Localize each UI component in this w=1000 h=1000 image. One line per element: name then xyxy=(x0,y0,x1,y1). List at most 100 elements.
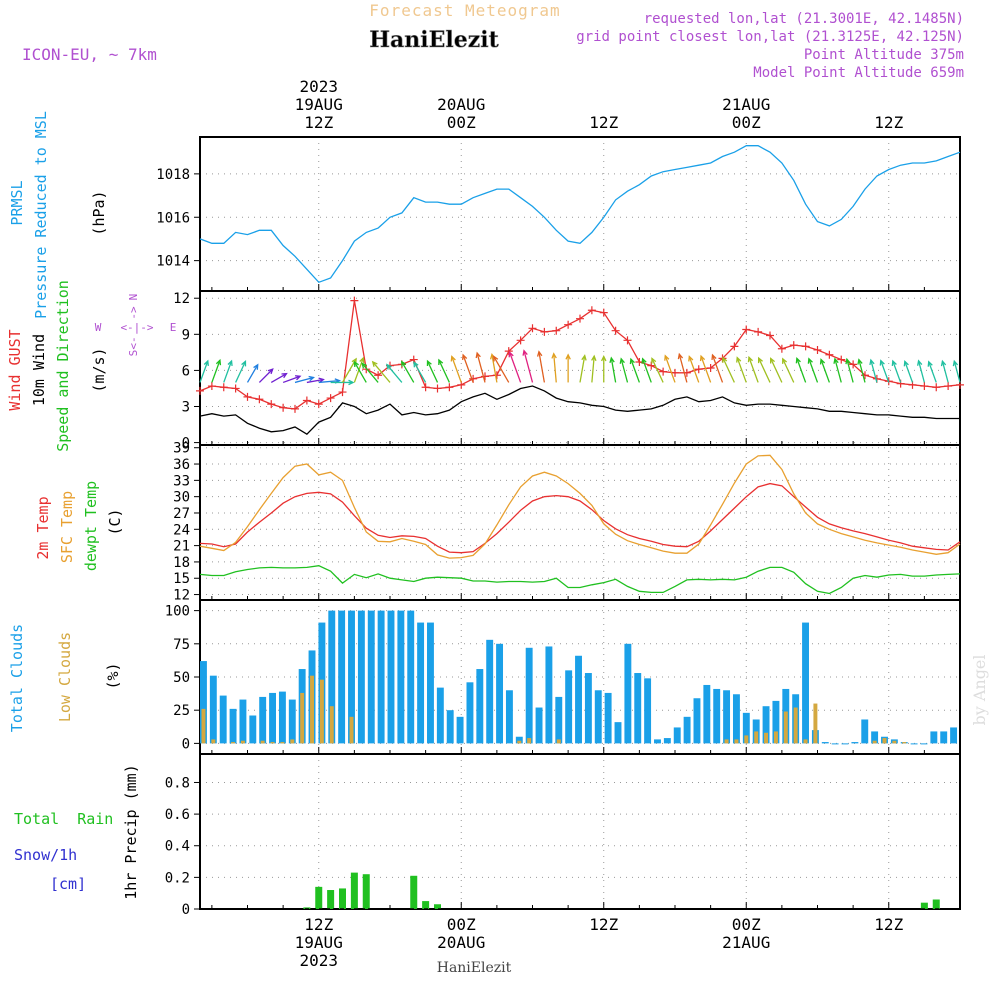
total-cloud-bar xyxy=(249,715,257,744)
wind-arrow xyxy=(330,379,355,386)
temp-unit: (C) xyxy=(106,508,124,535)
low-cloud-bar xyxy=(329,706,334,744)
rain-bar xyxy=(315,886,323,909)
gust-marker xyxy=(932,383,941,392)
wind-arrow xyxy=(641,357,652,383)
temp-dewpt-label: dewpt Temp xyxy=(82,481,100,571)
wind-arrow xyxy=(736,356,747,383)
wind-arrow xyxy=(927,360,937,383)
wind-arrow-head xyxy=(747,355,753,363)
total-cloud-bar xyxy=(427,622,434,744)
total-cloud-bar xyxy=(446,710,454,744)
y-tick-label: 50 xyxy=(173,670,190,686)
wind-arrow-head xyxy=(318,377,325,383)
gust-marker xyxy=(338,388,347,397)
low-cloud-bar xyxy=(201,708,206,744)
low-cloud-bar xyxy=(556,739,561,744)
time-label: 12Z xyxy=(589,113,618,132)
total-cloud-bar xyxy=(654,739,661,744)
gust-marker xyxy=(326,394,335,403)
wind-arrow xyxy=(450,355,462,383)
total-cloud-bar xyxy=(683,716,691,744)
wind-arrow-shaft xyxy=(688,356,700,383)
total-cloud-bar xyxy=(348,610,355,744)
total-cloud-bar xyxy=(259,696,267,744)
wind-arrow-head xyxy=(903,359,909,367)
wind-arrow xyxy=(371,360,391,383)
y-tick-label: 15 xyxy=(173,571,190,587)
y-tick-label: 6 xyxy=(182,363,190,379)
y-tick-label: 0.4 xyxy=(165,839,190,855)
total-cloud-bar xyxy=(703,684,711,744)
wind-arrow-shaft xyxy=(796,358,807,383)
wind-arrow-shaft xyxy=(199,360,209,383)
wind-arrow-shaft xyxy=(462,354,474,383)
wind-arrow xyxy=(722,356,735,383)
wind-arrow-shaft xyxy=(678,354,688,383)
wind-arrow-head xyxy=(450,355,456,362)
wind-arrow-shaft xyxy=(401,361,415,383)
wind-arrow-shaft xyxy=(892,360,902,383)
wind-arrow-shaft xyxy=(928,361,937,383)
wind-arrow-head xyxy=(353,360,359,368)
time-label: 21AUG xyxy=(722,95,770,114)
total-cloud-bar xyxy=(407,610,415,744)
series-sfc-temp xyxy=(199,454,961,559)
total-cloud-bar xyxy=(693,698,701,744)
model-altitude: Model Point Altitude 659m xyxy=(753,65,964,81)
wind-arrow-shaft xyxy=(808,358,819,383)
wind-arrow-head xyxy=(551,352,557,359)
wind-arrow-head xyxy=(361,362,368,369)
total-cloud-bar xyxy=(466,682,474,744)
total-cloud-bar xyxy=(861,719,869,744)
wind-arrow xyxy=(591,354,597,383)
wind-arrow xyxy=(619,357,629,383)
wind-arrow-head xyxy=(917,359,923,366)
total-cloud-bar xyxy=(584,673,592,744)
wind-arrow xyxy=(917,359,926,383)
time-label: 19AUG xyxy=(295,933,343,952)
rain-bar xyxy=(339,888,346,909)
wind-arrow-shaft xyxy=(953,361,961,383)
gust-marker xyxy=(754,327,763,336)
wind-arrow-shaft xyxy=(438,359,450,383)
wind-arrow-head xyxy=(641,357,647,364)
wind-arrow xyxy=(891,359,902,383)
total-cloud-bar xyxy=(871,731,879,744)
low-cloud-bar xyxy=(310,675,314,744)
y-tick-label: 0.6 xyxy=(165,807,190,823)
total-cloud-bar xyxy=(200,661,207,744)
y-tick-label: 12 xyxy=(173,588,190,604)
gust-marker xyxy=(302,396,311,405)
gust-marker xyxy=(742,325,751,334)
y-tick-label: 36 xyxy=(173,457,190,473)
wind-arrow-head xyxy=(253,363,259,370)
total-cloud-bar xyxy=(397,610,405,744)
y-tick-label: 0.8 xyxy=(165,775,190,791)
total-cloud-bar xyxy=(713,688,721,744)
wind-arrow-shaft xyxy=(834,358,842,383)
total-rain-label: Total Rain xyxy=(14,810,113,828)
wind-arrow-head xyxy=(493,355,499,362)
total-cloud-bar xyxy=(831,743,839,745)
y-tick-label: 27 xyxy=(173,506,190,522)
gust-marker xyxy=(540,327,549,336)
wind-arrow-shaft xyxy=(246,364,259,383)
gust-marker xyxy=(492,371,501,380)
total-cloud-bar xyxy=(950,727,958,744)
wind-arrow xyxy=(677,352,688,383)
wind-arrow-shaft xyxy=(386,364,403,383)
wind-arrow xyxy=(386,363,403,383)
total-cloud-bar xyxy=(486,639,494,744)
y-tick-label: 24 xyxy=(173,522,190,538)
total-cloud-bar xyxy=(377,610,385,744)
snow-label: Snow/1h xyxy=(14,846,77,864)
wind-arrow-shaft xyxy=(722,357,735,383)
low-cloud-bar xyxy=(892,740,897,744)
precip-unit: 1hr Precip (mm) xyxy=(122,764,140,899)
gust-marker xyxy=(552,326,561,335)
wind-arrow-head xyxy=(475,351,481,359)
wind-compass: N S W E <-|->-> <- xyxy=(95,294,177,357)
wind-arrow xyxy=(461,353,474,383)
total-cloud-bar xyxy=(742,712,750,744)
